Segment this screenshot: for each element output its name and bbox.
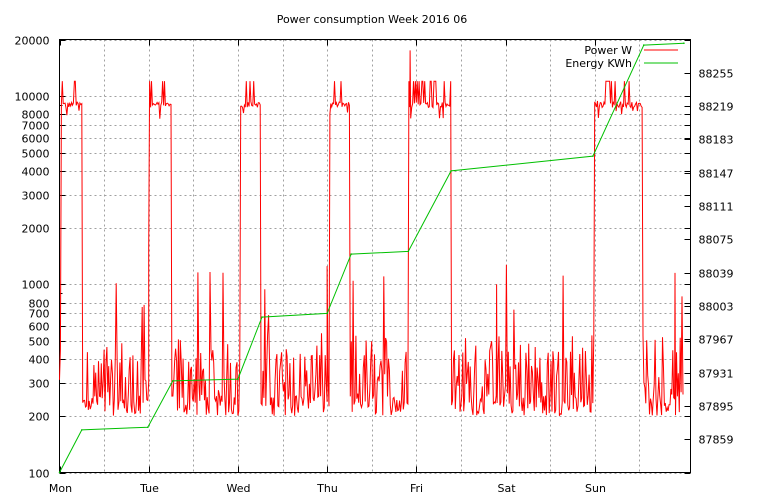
energy-point [592,155,594,157]
tick-label-y-right: 87931 [699,368,734,381]
energy-point [326,312,328,315]
energy-series [58,42,685,474]
tick-label-y-left: 400 [29,354,50,367]
tick-label-y-left: 20000 [15,35,50,48]
tick-label-y-right: 87967 [699,334,734,347]
tick-label-y-right: 88183 [699,134,734,147]
power-line [59,50,684,417]
tick-label-y-left: 5000 [22,148,50,161]
tick-label-y-left: 6000 [22,133,50,146]
legend-label-power: Power W [584,44,632,57]
energy-point [147,426,149,429]
tick-label-y-right: 88111 [699,201,734,214]
tick-label-y-right: 88075 [699,234,734,247]
power-series [59,50,684,417]
energy-point [81,429,83,431]
tick-label-y-left: 1000 [22,279,50,292]
energy-point [237,378,239,380]
tick-label-y-left: 200 [29,411,50,424]
tick-label-y-left: 2000 [22,223,50,236]
tick-label-y-right: 87895 [699,401,734,414]
tick-label-y-left: 8000 [22,109,50,122]
tick-label-y-left: 300 [29,378,50,391]
tick-label-y-right: 88147 [699,168,734,181]
tick-label-y-right: 87859 [699,434,734,447]
tick-label-y-left: 100 [29,468,50,481]
tick-label-x: Thu [316,482,338,495]
energy-point [350,253,353,255]
energy-point [643,44,645,46]
plot-frame [59,39,691,473]
tick-label-y-left: 10000 [15,91,50,104]
legend: Power W Energy KWh [565,44,678,70]
tick-label-x: Tue [139,482,159,495]
tick-label-x: Sun [585,482,606,495]
tick-label-x: Fri [410,482,423,495]
tick-label-y-left: 800 [29,298,50,311]
tick-label-y-right: 88039 [699,268,734,281]
energy-point [407,250,410,253]
chart-title: Power consumption Week 2016 06 [277,13,468,26]
tick-label-x: Wed [227,482,251,495]
energy-point [172,380,174,382]
legend-label-energy: Energy KWh [565,57,632,70]
energy-point [683,42,685,44]
tick-label-y-left: 3000 [22,190,50,203]
energy-point [450,170,452,172]
grid [59,39,691,474]
energy-point [58,471,61,474]
tick-label-y-left: 500 [29,336,50,349]
energy-point [261,316,263,318]
tick-label-y-right: 88219 [699,101,734,114]
tick-label-x: Sat [497,482,516,495]
tick-label-x: Mon [49,482,72,495]
tick-label-y-right: 88255 [699,68,734,81]
tick-label-y-right: 88003 [699,301,734,314]
tick-label-y-left: 4000 [22,166,50,179]
tick-label-y-left: 600 [29,321,50,334]
tick-label-y-left: 700 [29,308,50,321]
tick-label-y-left: 7000 [22,120,50,133]
